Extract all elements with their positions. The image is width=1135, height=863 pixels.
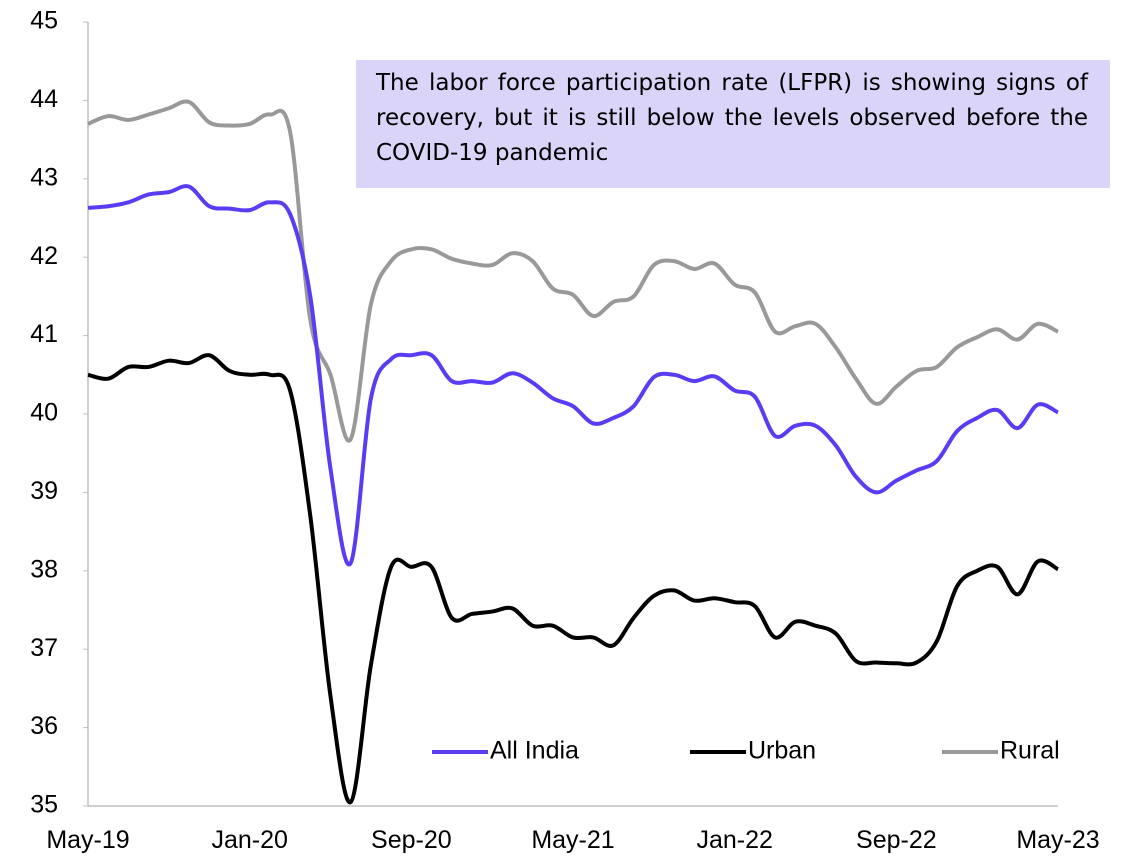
x-tick-label: May-23 bbox=[1016, 826, 1099, 854]
legend-label: Urban bbox=[748, 737, 816, 765]
series-line bbox=[87, 353, 1059, 805]
legend-label: All India bbox=[490, 737, 579, 765]
series-line bbox=[87, 184, 1059, 567]
annotation: The labor force participation rate (LFPR… bbox=[356, 60, 1110, 188]
y-tick-label: 44 bbox=[30, 85, 58, 113]
y-tick-label: 43 bbox=[30, 163, 58, 191]
y-tick-label: 41 bbox=[30, 320, 58, 348]
y-tick-label: 36 bbox=[30, 712, 58, 740]
y-tick-label: 45 bbox=[30, 7, 58, 35]
y-tick-label: 35 bbox=[30, 791, 58, 819]
y-tick-label: 37 bbox=[30, 634, 58, 662]
y-tick-label: 40 bbox=[30, 399, 58, 427]
x-tick-label: Jan-22 bbox=[696, 826, 772, 854]
x-tick-label: Sep-22 bbox=[856, 826, 937, 854]
legend-label: Rural bbox=[1000, 737, 1060, 765]
x-tick-label: May-19 bbox=[46, 826, 129, 854]
y-tick-label: 38 bbox=[30, 555, 58, 583]
y-tick-label: 39 bbox=[30, 477, 58, 505]
series-line bbox=[87, 99, 1059, 443]
x-tick-label: Sep-20 bbox=[371, 826, 452, 854]
x-tick-label: May-21 bbox=[531, 826, 614, 854]
y-tick-label: 42 bbox=[30, 242, 58, 270]
x-tick-label: Jan-20 bbox=[211, 826, 287, 854]
